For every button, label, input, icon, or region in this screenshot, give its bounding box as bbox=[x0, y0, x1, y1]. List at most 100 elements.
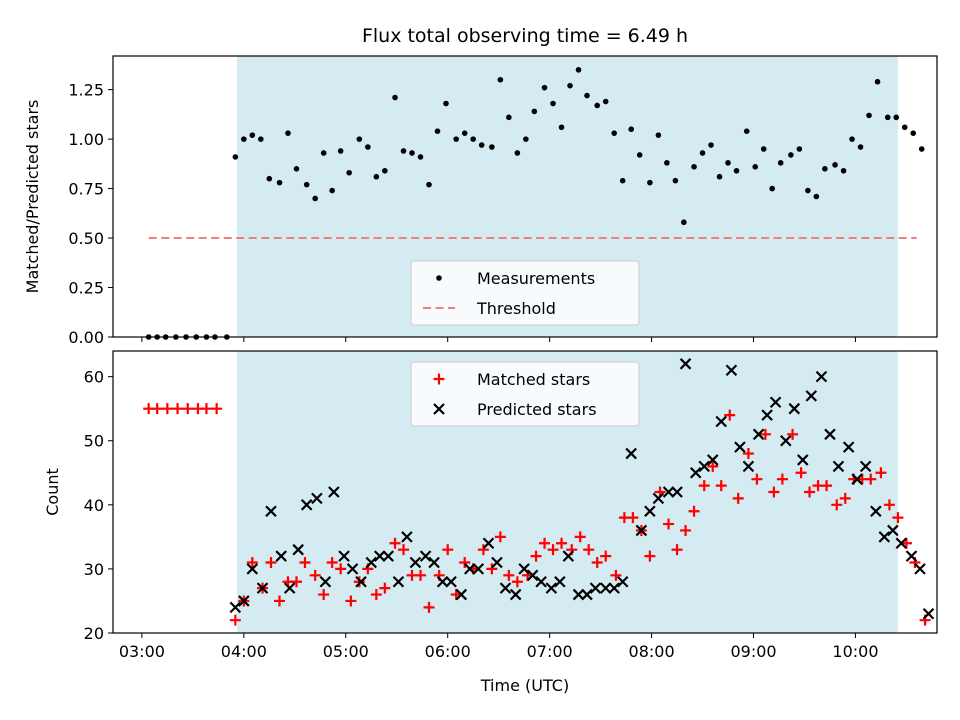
matched-stars-point bbox=[309, 569, 321, 581]
predicted-stars-point bbox=[914, 563, 926, 575]
measurement-point bbox=[733, 167, 740, 174]
measurement-point bbox=[664, 160, 670, 166]
measurement-point bbox=[691, 164, 697, 170]
predicted-stars-point bbox=[455, 588, 468, 601]
predicted-stars-point bbox=[797, 454, 809, 466]
legend-label: Predicted stars bbox=[477, 400, 597, 419]
measurement-point bbox=[276, 179, 283, 186]
predicted-stars-point bbox=[905, 550, 918, 562]
predicted-stars-point bbox=[319, 575, 332, 588]
y-axis-title: Matched/Predicted stars bbox=[23, 100, 42, 294]
matched-stars-point bbox=[494, 531, 506, 543]
matched-stars-point bbox=[831, 499, 843, 511]
matched-stars-point bbox=[768, 486, 780, 498]
measurement-point bbox=[796, 146, 803, 152]
matched-stars-point bbox=[423, 601, 435, 613]
predicted-stars-point bbox=[526, 569, 539, 582]
measurement-point bbox=[453, 136, 459, 142]
axes-frame bbox=[112, 350, 938, 634]
predicted-stars-point bbox=[679, 358, 692, 370]
measurement-point bbox=[232, 154, 239, 160]
matched-stars-point bbox=[892, 512, 904, 524]
matched-stars-point bbox=[680, 524, 692, 536]
measurement-point bbox=[594, 102, 601, 109]
matched-stars-point bbox=[398, 544, 410, 556]
measurement-point bbox=[866, 112, 872, 119]
predicted-stars-point bbox=[671, 486, 683, 498]
matched-stars-point bbox=[299, 557, 311, 568]
predicted-stars-point bbox=[895, 537, 908, 550]
matched-stars-point bbox=[644, 550, 656, 562]
matched-stars-point bbox=[776, 473, 788, 485]
measurement-point bbox=[417, 154, 424, 160]
measurement-point bbox=[901, 124, 908, 131]
matched-stars-point bbox=[273, 595, 285, 607]
matched-stars-point bbox=[503, 569, 515, 581]
measurement-point bbox=[266, 175, 273, 182]
plot-bottom: 20 30 40 50 60 03:00 04:00 05:00 06:00 07:00 08:00… bbox=[43, 350, 938, 695]
x-tick-label: 06:00 bbox=[425, 642, 471, 661]
measurement-point bbox=[567, 82, 573, 89]
measurement-point bbox=[241, 136, 247, 142]
predicted-stars-point bbox=[761, 409, 773, 421]
measurement-point bbox=[337, 148, 344, 154]
chart-title: Flux total observing time = 6.49 h bbox=[362, 25, 688, 47]
x-tick-label: 09:00 bbox=[730, 642, 776, 661]
matched-stars-point bbox=[172, 403, 184, 415]
measurement-point bbox=[409, 150, 415, 156]
matched-stars-point bbox=[539, 537, 551, 549]
predicted-stars-point bbox=[625, 447, 637, 460]
predicted-stars-point bbox=[445, 575, 457, 588]
matched-stars-point bbox=[511, 576, 523, 588]
matched-stars-point bbox=[839, 492, 851, 504]
predicted-stars-point bbox=[725, 364, 738, 377]
measurement-point bbox=[470, 136, 476, 142]
matched-stars-point bbox=[486, 563, 498, 575]
predicted-stars-point bbox=[842, 441, 855, 453]
y-tick-label: 20 bbox=[84, 624, 104, 643]
predicted-stars-point bbox=[373, 550, 386, 562]
predicted-stars-point bbox=[922, 607, 935, 620]
predicted-stars-point bbox=[780, 434, 792, 447]
matched-stars-point bbox=[883, 499, 895, 511]
measurement-point bbox=[584, 92, 590, 99]
matched-stars-point bbox=[600, 550, 612, 562]
matched-stars-point bbox=[627, 512, 639, 524]
legend-label: Measurements bbox=[477, 269, 595, 288]
y-tick-label: 50 bbox=[84, 432, 104, 451]
measurement-point bbox=[489, 144, 495, 150]
matched-stars-point bbox=[318, 589, 330, 601]
measurement-point bbox=[840, 167, 847, 174]
measurement-point bbox=[550, 100, 556, 107]
matched-stars-point bbox=[865, 473, 877, 485]
measurement-point bbox=[602, 98, 609, 105]
predicted-stars-point bbox=[887, 524, 899, 537]
legend-label: Threshold bbox=[476, 299, 556, 318]
series-measurements bbox=[145, 67, 925, 340]
predicted-stars-point bbox=[635, 524, 648, 537]
predicted-stars-point bbox=[805, 390, 818, 402]
measurement-point bbox=[434, 128, 441, 134]
x-tick-label: 07:00 bbox=[527, 642, 573, 661]
predicted-stars-point bbox=[535, 575, 547, 588]
predicted-stars-point bbox=[518, 563, 530, 575]
predicted-stars-point bbox=[499, 582, 512, 594]
measurement-point bbox=[258, 136, 264, 142]
predicted-stars-point bbox=[769, 396, 782, 409]
measurement-point bbox=[531, 108, 538, 115]
matched-stars-point bbox=[459, 557, 471, 568]
matched-stars-point bbox=[389, 537, 401, 549]
matched-stars-point bbox=[265, 557, 277, 568]
y-tick-label: 0.25 bbox=[68, 279, 104, 298]
matched-stars-point bbox=[556, 537, 568, 549]
predicted-stars-point bbox=[338, 550, 350, 562]
measurement-point bbox=[636, 152, 643, 158]
predicted-stars-point bbox=[246, 563, 259, 575]
measurement-point bbox=[681, 219, 687, 226]
predicted-stars-point bbox=[409, 556, 422, 569]
measurement-point bbox=[918, 146, 925, 152]
x-tick-label: 04:00 bbox=[221, 642, 267, 661]
predicted-stars-point bbox=[644, 505, 656, 518]
predicted-stars-point bbox=[482, 537, 495, 550]
